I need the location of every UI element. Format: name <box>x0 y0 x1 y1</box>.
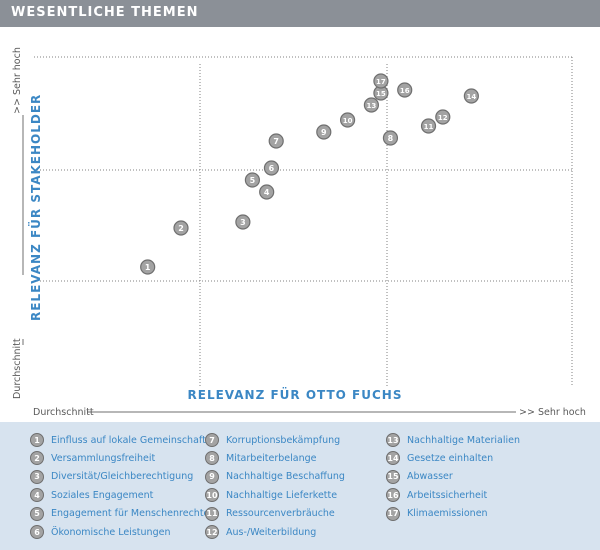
legend-label: Gesetze einhalten <box>407 452 494 464</box>
legend-item: 9 Nachhaltige Beschaffung <box>205 469 345 485</box>
legend-number-badge: 11 <box>205 506 219 521</box>
legend-label: Ressourcenverbräuche <box>226 508 335 520</box>
legend-number-badge: 6 <box>30 525 44 539</box>
data-point-label: 12 <box>438 114 448 122</box>
legend-number-badge: 15 <box>386 469 400 484</box>
data-point-label: 16 <box>400 87 410 95</box>
y-axis-low-label: Durchschnitt <box>12 338 23 399</box>
legend-item: 6 Ökonomische Leistungen <box>30 524 170 540</box>
legend-item: 4 Soziales Engagement <box>30 487 153 503</box>
data-point-label: 2 <box>178 224 184 233</box>
legend-item: 12 Aus-/Weiterbildung <box>205 524 316 540</box>
legend-label: Engagement für Menschenrechte <box>51 508 210 520</box>
legend-item: 3 Diversität/Gleichberechtigung <box>30 469 193 485</box>
legend-label: Nachhaltige Beschaffung <box>226 471 345 483</box>
data-point-label: 5 <box>250 176 256 185</box>
data-point-label: 9 <box>321 128 327 137</box>
legend-label: Mitarbeiterbelange <box>226 452 317 464</box>
data-point-label: 1 <box>145 263 151 272</box>
legend-item: 5 Engagement für Menschenrechte <box>30 506 209 522</box>
legend-number-badge: 4 <box>30 488 44 503</box>
data-point-marker <box>382 130 399 146</box>
legend-number-badge: 3 <box>30 469 44 484</box>
legend-item: 14 Gesetze einhalten <box>386 450 493 466</box>
legend-number-badge: 17 <box>386 506 400 521</box>
data-point-label: 10 <box>343 117 353 125</box>
legend-number-badge: 8 <box>205 451 219 466</box>
legend-item: 16 Arbeitssicherheit <box>386 487 487 503</box>
data-point-marker <box>435 109 451 125</box>
legend-label: Soziales Engagement <box>51 489 154 501</box>
legend-number-badge: 14 <box>386 451 400 466</box>
legend-label: Nachhaltige Materialien <box>407 434 521 446</box>
legend-label: Korruptionsbekämpfung <box>226 434 341 446</box>
legend-number-badge: 9 <box>205 469 219 484</box>
legend-item: 10 Nachhaltige Lieferkette <box>205 487 337 503</box>
data-point-label: 15 <box>376 90 386 98</box>
legend-label: Diversität/Gleichberechtigung <box>51 471 194 483</box>
legend-item: 2 Versammlungsfreiheit <box>30 450 155 466</box>
legend-label: Einfluss auf lokale Gemeinschaften <box>51 434 218 446</box>
legend-number-badge: 1 <box>30 433 44 447</box>
data-point-label: 7 <box>273 137 279 146</box>
data-point-label: 8 <box>388 134 394 143</box>
data-point-marker <box>173 220 189 236</box>
x-axis-low-label: Durchschnitt <box>33 407 94 418</box>
legend-number-badge: 12 <box>205 525 219 539</box>
data-point-label: 11 <box>424 123 434 131</box>
data-point-label: 14 <box>466 93 476 101</box>
data-point-marker <box>140 259 156 275</box>
data-point-marker <box>263 160 280 176</box>
legend-number-badge: 5 <box>30 506 44 521</box>
legend-number-badge: 16 <box>386 488 400 503</box>
legend-number-badge: 7 <box>205 433 219 447</box>
data-point-marker <box>420 118 437 134</box>
data-point-label: 17 <box>376 78 386 86</box>
legend: 1 Einfluss auf lokale Gemeinschaften 2 Vers… <box>0 422 600 550</box>
header-bar: WESENTLICHE THEMEN <box>0 0 600 27</box>
legend-label: Klimaemissionen <box>407 508 488 520</box>
x-axis-title: RELEVANZ FÜR OTTO FUCHS <box>188 387 403 402</box>
y-axis-high-label: >> Sehr hoch <box>12 47 23 114</box>
legend-item: 13 Nachhaltige Materialien <box>386 432 520 448</box>
legend-item: 7 Korruptionsbekämpfung <box>205 432 340 448</box>
data-point-marker <box>235 214 251 230</box>
data-point-marker <box>268 133 284 149</box>
legend-item: 15 Abwasser <box>386 469 453 485</box>
legend-label: Ökonomische Leistungen <box>51 526 171 538</box>
legend-item: 8 Mitarbeiterbelange <box>205 450 317 466</box>
data-point-marker <box>373 73 389 89</box>
data-point-marker <box>340 112 356 128</box>
data-point-marker <box>397 82 413 98</box>
data-point-marker <box>363 97 379 113</box>
y-axis-title: RELEVANZ FÜR STAKEHOLDER <box>28 94 43 321</box>
legend-label: Nachhaltige Lieferkette <box>226 489 338 501</box>
grid <box>34 56 573 386</box>
legend-label: Versammlungsfreiheit <box>51 452 156 464</box>
legend-number-badge: 2 <box>30 451 44 466</box>
legend-label: Aus-/Weiterbildung <box>226 526 317 538</box>
data-point-label: 6 <box>269 164 275 173</box>
legend-item: 11 Ressourcenverbräuche <box>205 506 335 522</box>
legend-number-badge: 10 <box>205 488 219 503</box>
data-point-label: 3 <box>240 218 246 227</box>
materiality-matrix: >> Sehr hoch Durchschnitt RELEVANZ FÜR S… <box>12 47 586 418</box>
legend-label: Arbeitssicherheit <box>407 489 488 501</box>
data-point-marker <box>244 172 260 188</box>
x-axis-high-label: >> Sehr hoch <box>519 407 586 418</box>
data-point-marker <box>463 88 479 104</box>
page-title: WESENTLICHE THEMEN <box>11 5 199 20</box>
data-point-marker <box>316 124 332 140</box>
data-point-label: 4 <box>264 188 270 197</box>
legend-label: Abwasser <box>407 471 453 483</box>
data-point-marker <box>259 184 275 200</box>
data-point-label: 13 <box>367 102 377 110</box>
legend-number-badge: 13 <box>386 433 400 447</box>
legend-item: 17 Klimaemissionen <box>386 506 488 522</box>
legend-item: 1 Einfluss auf lokale Gemeinschaften <box>30 432 218 448</box>
